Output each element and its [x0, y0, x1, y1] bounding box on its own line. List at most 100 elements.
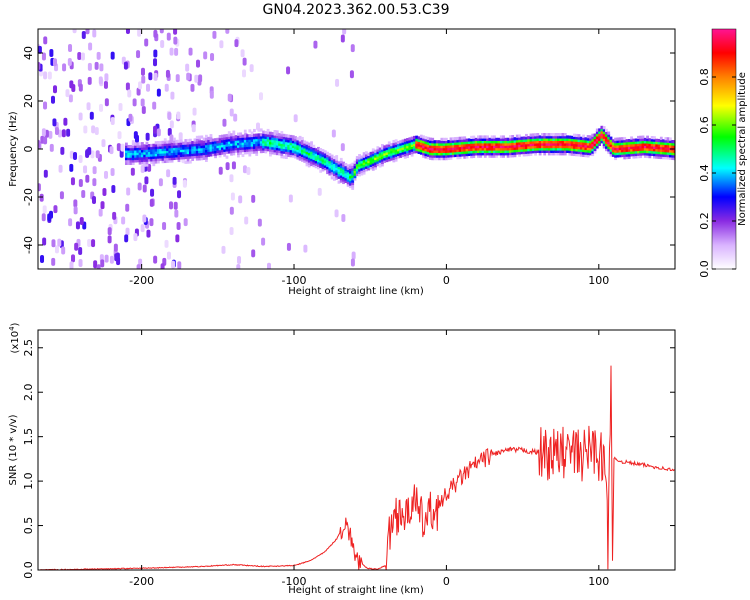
heatmap-cell — [376, 163, 380, 167]
heatmap-cell — [255, 150, 259, 154]
heatmap-cell — [156, 160, 160, 164]
heatmap-cell — [146, 229, 151, 238]
heatmap-cell — [323, 164, 327, 168]
heatmap-cell — [371, 160, 375, 164]
heatmap-cell — [511, 134, 515, 139]
heatmap-cell — [440, 157, 444, 161]
heatmap-cell — [486, 137, 489, 141]
heatmap-cell — [198, 150, 201, 154]
heatmap-cell — [406, 140, 409, 144]
heatmap-cell — [381, 160, 384, 165]
heatmap-cell — [442, 147, 446, 151]
heatmap-cell — [577, 141, 581, 145]
heatmap-cell — [289, 151, 293, 155]
heatmap-cell — [339, 172, 343, 176]
colorbar-tick-label: 0.4 — [698, 164, 711, 182]
heatmap-cell — [202, 151, 206, 156]
heatmap-cell — [429, 156, 432, 160]
spectrogram-x-ticks: -200 -100 0 100 — [129, 29, 609, 287]
heatmap-cell — [307, 159, 311, 163]
heatmap-cell — [335, 155, 339, 159]
heatmap-cell — [662, 144, 665, 148]
heatmap-cell — [136, 144, 140, 148]
heatmap-cell — [639, 147, 643, 151]
heatmap-cell — [378, 157, 382, 161]
heatmap-cell — [47, 213, 52, 222]
heatmap-cell — [50, 95, 55, 104]
heatmap-cell — [353, 163, 357, 167]
heatmap-cell — [111, 184, 116, 193]
heatmap-cell — [362, 166, 366, 170]
heatmap-cell — [233, 113, 238, 122]
heatmap-cell — [143, 151, 147, 155]
heatmap-cell — [397, 140, 400, 145]
heatmap-cell — [374, 152, 377, 156]
heatmap-cell — [284, 139, 288, 143]
heatmap-cell — [214, 152, 217, 156]
heatmap-cell — [426, 139, 430, 143]
heatmap-cell — [259, 135, 263, 139]
heatmap-cell — [413, 150, 416, 154]
heatmap-cell — [188, 155, 192, 159]
heatmap-cell — [495, 140, 499, 144]
heatmap-cell — [262, 142, 265, 146]
heatmap-cell — [595, 128, 599, 132]
heatmap-cell — [458, 139, 462, 143]
heatmap-cell — [371, 162, 375, 166]
heatmap-cell — [387, 141, 391, 145]
heatmap-cell — [156, 150, 160, 154]
heatmap-cell — [653, 140, 656, 145]
heatmap-cell — [209, 90, 214, 99]
x-tick-label: 100 — [588, 274, 609, 287]
heatmap-cell — [271, 148, 275, 153]
heatmap-cell — [490, 154, 494, 158]
heatmap-cell — [659, 155, 663, 160]
heatmap-cell — [124, 152, 128, 156]
heatmap-cell — [602, 133, 606, 137]
heatmap-cell — [563, 135, 567, 139]
heatmap-cell — [470, 138, 473, 142]
heatmap-cell — [90, 150, 95, 159]
heatmap-cell — [284, 143, 288, 147]
heatmap-cell — [493, 142, 496, 146]
heatmap-cell — [609, 143, 613, 147]
heatmap-cell — [470, 145, 473, 149]
heatmap-cell — [552, 142, 556, 146]
heatmap-cell — [278, 145, 281, 149]
heatmap-cell — [223, 143, 227, 148]
heatmap-cell — [493, 149, 496, 153]
heatmap-cell — [566, 145, 569, 149]
heatmap-cell — [422, 152, 425, 156]
heatmap-cell — [358, 161, 361, 165]
heatmap-cell — [69, 261, 74, 269]
heatmap-cell — [314, 155, 318, 159]
heatmap-cell — [566, 137, 569, 141]
heatmap-cell — [75, 221, 80, 230]
heatmap-cell — [310, 150, 313, 155]
heatmap-cell — [360, 155, 364, 159]
heatmap-cell — [486, 145, 489, 149]
heatmap-cell — [557, 145, 560, 149]
heatmap-cell — [659, 148, 663, 152]
heatmap-cell — [284, 148, 288, 152]
heatmap-cell — [319, 169, 323, 173]
heatmap-cell — [207, 136, 211, 141]
heatmap-cell — [175, 147, 179, 151]
heatmap-cell — [529, 133, 533, 137]
heatmap-cell — [488, 154, 492, 158]
heatmap-cell — [614, 152, 617, 156]
heatmap-cell — [248, 146, 252, 150]
heatmap-cell — [424, 140, 428, 145]
heatmap-cell — [88, 42, 93, 51]
heatmap-cell — [470, 155, 473, 159]
heatmap-cell — [488, 145, 492, 149]
heatmap-cell — [38, 45, 42, 54]
heatmap-cell — [246, 141, 249, 145]
heatmap-cell — [219, 40, 224, 49]
heatmap-cell — [522, 136, 526, 140]
heatmap-cell — [630, 138, 633, 143]
heatmap-cell — [328, 167, 332, 171]
heatmap-cell — [179, 151, 183, 155]
heatmap-cell — [174, 47, 179, 56]
heatmap-cell — [394, 153, 398, 157]
